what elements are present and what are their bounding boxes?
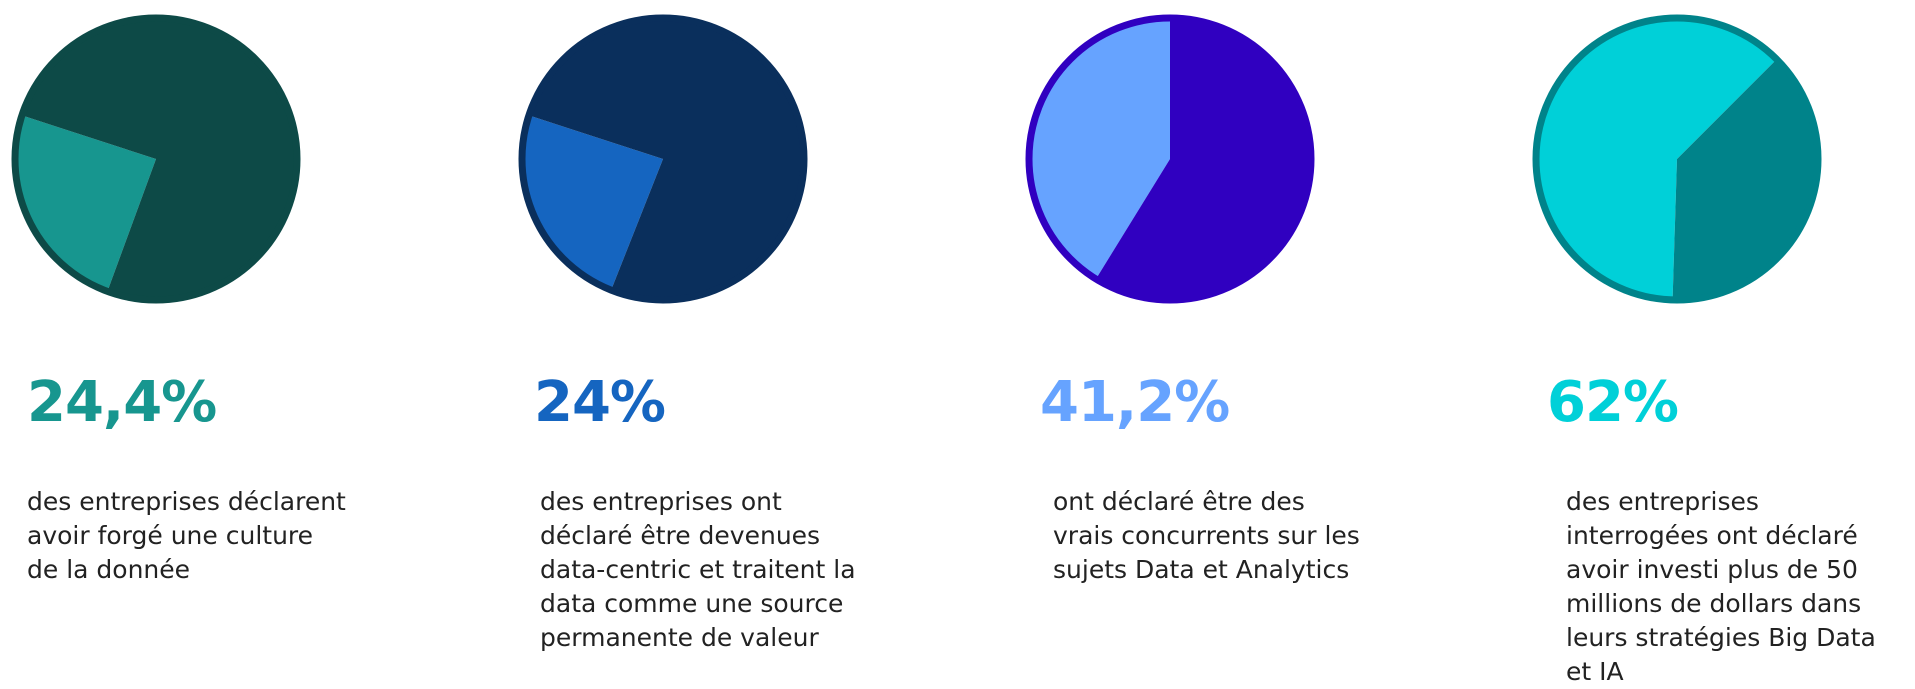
- pie-slice: [528, 17, 804, 301]
- pie-border: [1025, 14, 1315, 304]
- description: ont déclaré être des vrais concurrents s…: [1053, 487, 1360, 584]
- value-label: 41,2%: [1040, 370, 1230, 435]
- pie-slice: [1029, 18, 1170, 279]
- pie-border: [1532, 14, 1822, 304]
- value-label: 24,4%: [27, 370, 217, 435]
- value-label: 62%: [1547, 370, 1679, 435]
- pie-border: [518, 14, 808, 304]
- pie-slice: [522, 115, 663, 291]
- value-label: 24%: [534, 370, 666, 435]
- pie-border: [11, 14, 301, 304]
- pie-slice: [1535, 17, 1777, 300]
- description: des entreprises interrogées ont déclaré …: [1566, 487, 1876, 686]
- pie-slice: [21, 18, 297, 300]
- pie-slice: [1095, 18, 1311, 301]
- description: des entreprises déclarent avoir forgé un…: [27, 487, 346, 584]
- description: des entreprises ont déclaré être devenue…: [540, 487, 856, 652]
- pie-slice: [1672, 59, 1818, 300]
